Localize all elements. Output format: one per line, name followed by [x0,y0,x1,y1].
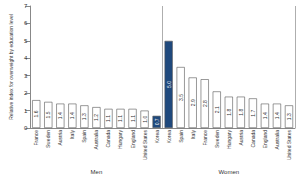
svg-text:Hungary: Hungary [117,130,123,149]
svg-text:Italy: Italy [190,130,196,140]
svg-text:1.1: 1.1 [130,115,136,122]
svg-text:3: 3 [24,73,28,79]
svg-text:5: 5 [24,38,28,44]
svg-text:7: 7 [24,3,28,9]
svg-text:Spain: Spain [178,130,184,143]
svg-text:1.4: 1.4 [57,112,63,119]
svg-text:Hungary: Hungary [226,130,232,149]
svg-text:1.1: 1.1 [105,115,111,122]
svg-text:Austria: Austria [57,130,63,146]
svg-text:1.8: 1.8 [226,109,232,116]
svg-text:2.8: 2.8 [202,100,208,107]
svg-text:1: 1 [24,108,28,114]
svg-text:England: England [130,130,136,149]
svg-text:1.3: 1.3 [286,113,292,120]
svg-text:Relative index for overweight: Relative index for overweight by educati… [8,14,14,120]
svg-text:Women: Women [219,169,240,175]
svg-text:1.4: 1.4 [262,112,268,119]
svg-text:0: 0 [24,125,28,131]
svg-text:1.4: 1.4 [274,112,280,119]
svg-text:2: 2 [24,90,28,96]
svg-text:United States: United States [286,130,292,161]
svg-text:Canada: Canada [105,130,111,148]
svg-text:2.1: 2.1 [214,106,220,113]
svg-text:Sweden: Sweden [45,130,51,148]
svg-text:England: England [262,130,268,149]
svg-text:1.2: 1.2 [93,114,99,121]
svg-text:Canada: Canada [250,130,256,148]
svg-text:United States: United States [142,130,148,161]
svg-text:1.6: 1.6 [33,110,39,117]
svg-text:Italy: Italy [69,130,75,140]
svg-text:Men: Men [91,169,103,175]
svg-text:Austria: Austria [238,130,244,146]
svg-text:2.9: 2.9 [190,99,196,106]
svg-text:1.0: 1.0 [142,116,148,123]
svg-text:1.5: 1.5 [45,111,51,118]
svg-text:1.7: 1.7 [250,109,256,116]
svg-text:1.1: 1.1 [117,115,123,122]
svg-text:Spain: Spain [81,130,87,143]
svg-text:1.8: 1.8 [238,109,244,116]
svg-text:Australia: Australia [93,130,99,150]
svg-text:France: France [202,130,208,146]
svg-text:France: France [33,130,39,146]
svg-text:0.7: 0.7 [154,118,160,125]
svg-text:Sweden: Sweden [214,130,220,148]
svg-text:4: 4 [24,55,28,61]
svg-text:Korea: Korea [166,130,172,144]
svg-text:5.0: 5.0 [166,81,172,88]
svg-text:3.5: 3.5 [178,94,184,101]
svg-text:1.4: 1.4 [69,112,75,119]
svg-text:6: 6 [24,20,28,26]
svg-text:Australia: Australia [274,130,280,150]
svg-text:Korea: Korea [154,130,160,144]
svg-text:1.3: 1.3 [81,113,87,120]
